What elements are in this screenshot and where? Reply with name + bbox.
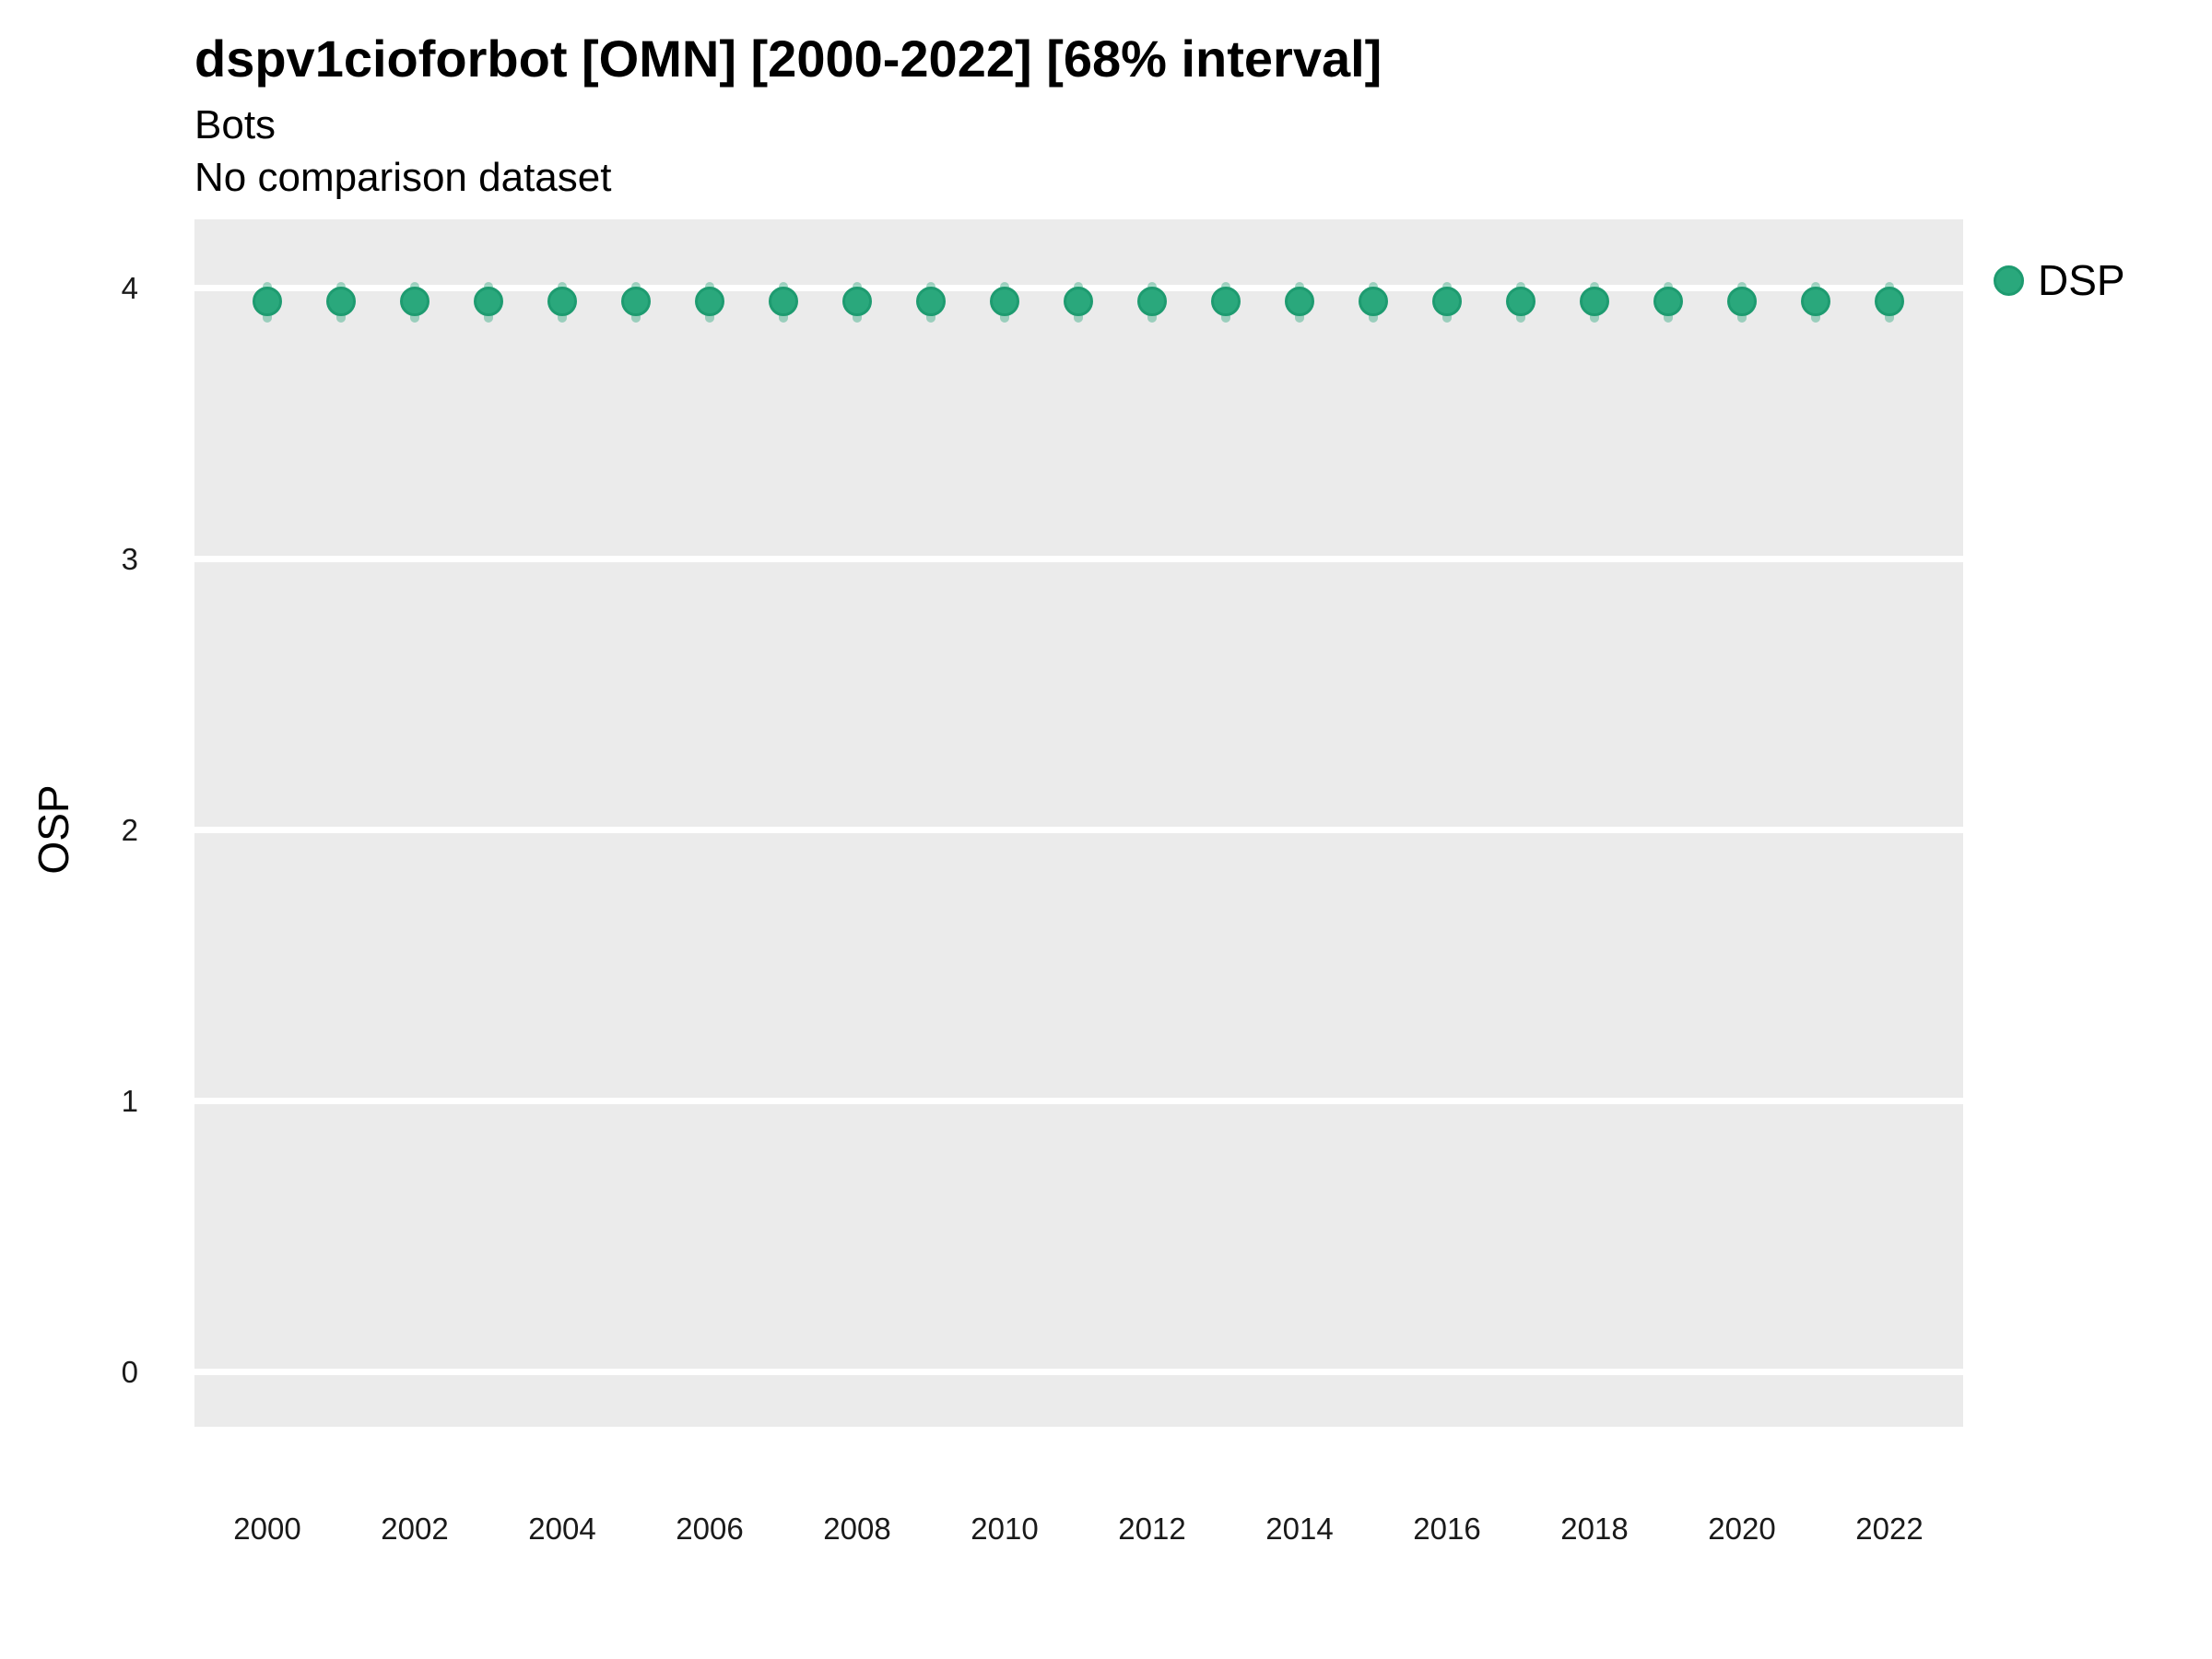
legend-series-label: DSP [2038, 256, 2125, 304]
x-tick-label-2014: 2014 [1265, 1512, 1334, 1546]
data-point-2021 [1801, 286, 1830, 316]
gridline-y-2 [194, 826, 1963, 833]
data-point-2013 [1211, 286, 1241, 316]
data-point-2020 [1727, 286, 1757, 316]
data-point-2016 [1432, 286, 1462, 316]
x-tick-label-2006: 2006 [676, 1512, 744, 1546]
legend: DSP [1994, 259, 2125, 301]
x-tick-label-2004: 2004 [528, 1512, 596, 1546]
chart-title: dspv1cioforbot [OMN] [2000-2022] [68% in… [194, 29, 1382, 88]
gridline-y-3 [194, 555, 1963, 562]
data-point-2015 [1359, 286, 1388, 316]
y-tick-label-4: 4 [121, 271, 138, 305]
data-point-2004 [547, 286, 577, 316]
y-tick-label-0: 0 [121, 1355, 138, 1389]
gridline-y-1 [194, 1097, 1963, 1104]
y-tick-label-2: 2 [121, 813, 138, 847]
chart-subtitle: Bots [194, 102, 276, 147]
x-tick-label-2002: 2002 [381, 1512, 449, 1546]
x-tick-label-2000: 2000 [233, 1512, 301, 1546]
data-point-2007 [769, 286, 798, 316]
data-point-2018 [1580, 286, 1609, 316]
data-point-2022 [1875, 286, 1904, 316]
plot-panel [194, 219, 1963, 1427]
data-point-2017 [1506, 286, 1535, 316]
data-point-2010 [990, 286, 1019, 316]
x-tick-label-2012: 2012 [1118, 1512, 1186, 1546]
data-point-2019 [1653, 286, 1683, 316]
data-point-2002 [400, 286, 429, 316]
x-tick-label-2016: 2016 [1413, 1512, 1481, 1546]
data-point-2011 [1064, 286, 1093, 316]
data-point-2009 [916, 286, 946, 316]
x-tick-label-2018: 2018 [1560, 1512, 1629, 1546]
data-point-2008 [842, 286, 872, 316]
data-point-2006 [695, 286, 724, 316]
x-tick-label-2022: 2022 [1855, 1512, 1924, 1546]
gridline-y-0 [194, 1368, 1963, 1375]
chart-subtitle-comparison: No comparison dataset [194, 155, 612, 200]
x-tick-label-2008: 2008 [823, 1512, 891, 1546]
x-tick-label-2020: 2020 [1708, 1512, 1776, 1546]
y-tick-label-3: 3 [121, 542, 138, 576]
data-point-2014 [1285, 286, 1314, 316]
data-point-2012 [1137, 286, 1167, 316]
y-tick-label-1: 1 [121, 1084, 138, 1118]
x-tick-label-2010: 2010 [971, 1512, 1039, 1546]
legend-point-swatch [1994, 265, 2024, 296]
data-point-2001 [326, 286, 356, 316]
data-point-2000 [253, 286, 282, 316]
data-point-2005 [621, 286, 651, 316]
data-point-2003 [474, 286, 503, 316]
